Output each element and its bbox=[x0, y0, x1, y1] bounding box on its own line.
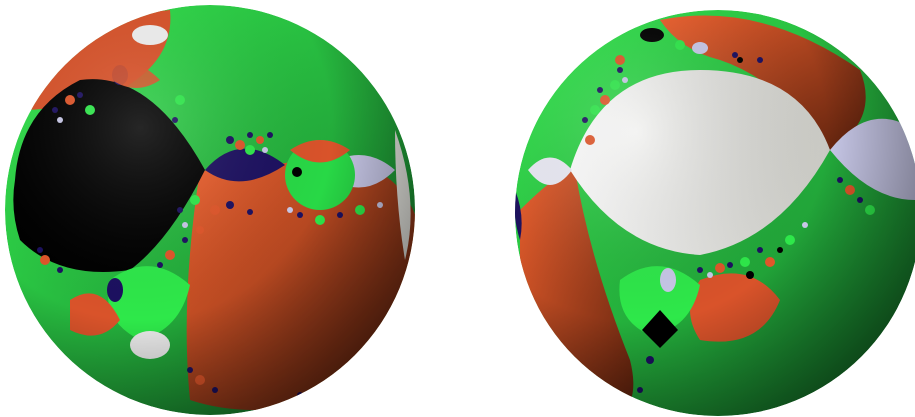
fractal-sphere-left bbox=[5, 5, 415, 415]
fractal-sphere-right bbox=[515, 10, 915, 416]
